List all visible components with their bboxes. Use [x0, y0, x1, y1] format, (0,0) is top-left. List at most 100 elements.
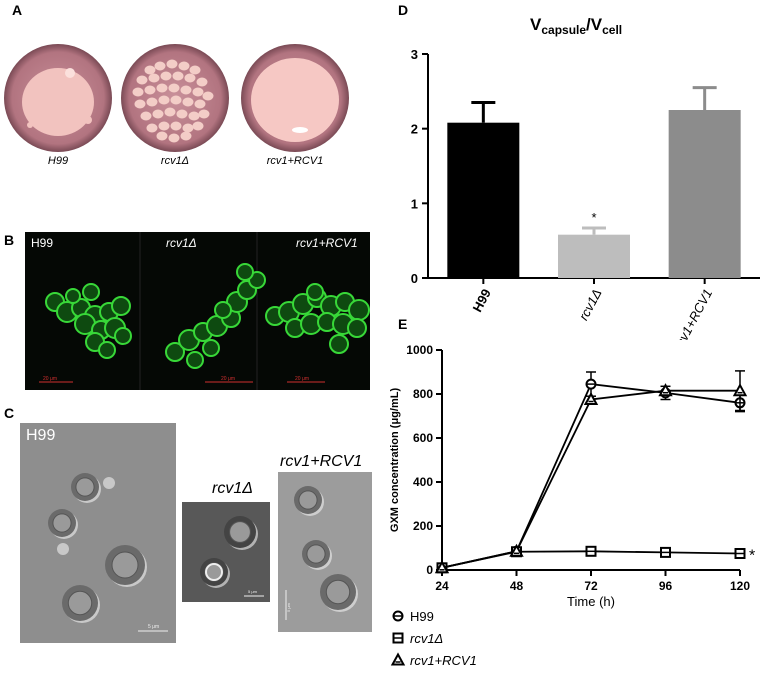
fluorescent-cell	[165, 342, 185, 362]
fluorescent-cell	[65, 288, 81, 304]
cell-body	[111, 551, 139, 579]
fluorescent-cell	[98, 341, 116, 359]
colony	[168, 83, 180, 93]
colony	[144, 65, 156, 75]
colony	[156, 83, 168, 93]
cell-body	[75, 477, 95, 497]
colony	[189, 65, 201, 75]
colony	[158, 121, 170, 131]
plate-rcv1-delta	[121, 44, 229, 152]
dic-cells-rcv1-complemented: 5 μm	[285, 486, 358, 620]
dic-cells-rcv1-delta: 5 μm	[200, 516, 264, 597]
colony	[156, 131, 168, 141]
chart-e-legend-label: rcv1+RCV1	[410, 653, 477, 668]
cell-body	[67, 590, 93, 616]
plate-caption-rcv1-delta: rcv1Δ	[160, 155, 190, 167]
colony	[168, 133, 180, 143]
chart-e-annotation: *	[749, 548, 755, 565]
dic-image-h99: 5 μm	[20, 423, 176, 643]
chart-d-annotation: *	[591, 210, 596, 225]
colony	[158, 95, 170, 105]
dic-image-rcv1-delta: 5 μm	[182, 502, 270, 602]
panel-e-letter: E	[398, 316, 408, 332]
fluorescent-cell	[347, 318, 367, 338]
colony	[176, 109, 188, 119]
chart-e-x-tick-label: 96	[659, 579, 673, 593]
chart-e-series-line	[441, 383, 741, 569]
chart-d-title-sub1: capsule	[541, 23, 586, 37]
chart-e-y-tick-label: 400	[413, 475, 433, 489]
cell-body	[306, 544, 326, 564]
dic-label-rcv1-complemented: rcv1+RCV1	[280, 453, 363, 470]
colony	[146, 123, 158, 133]
colony	[136, 75, 148, 85]
marker-triangle	[509, 543, 524, 557]
colony	[194, 99, 206, 109]
chart-d-x-tick-label: H99	[470, 286, 494, 314]
colony	[160, 71, 172, 81]
chart-d-y-tick-label: 2	[411, 122, 418, 137]
chart-d-y-tick-label: 3	[411, 47, 418, 62]
chart-d-y-tick-label: 0	[411, 271, 418, 286]
dic-label-h99: H99	[26, 427, 56, 444]
fluorescent-cell	[111, 296, 131, 316]
colony	[154, 61, 166, 71]
colony	[170, 95, 182, 105]
chart-e-legend-label: rcv1Δ	[410, 631, 443, 646]
chart-e-legend-label: H99	[410, 609, 434, 624]
marker-triangle	[390, 652, 406, 666]
colony	[132, 87, 144, 97]
cell-body	[325, 579, 351, 605]
marker-triangle	[658, 383, 673, 397]
dic-image-rcv1-complemented: 5 μm	[278, 472, 372, 632]
chart-d-title: Vcapsule/Vcell	[530, 15, 622, 37]
fluorescent-cell	[82, 283, 100, 301]
chart-e-y-tick-label: 600	[413, 431, 433, 445]
colony	[148, 73, 160, 83]
colony	[180, 85, 192, 95]
chart-d-title-sub2: cell	[602, 23, 622, 37]
colony	[180, 131, 192, 141]
panel-c-letter: C	[4, 405, 15, 421]
colony	[182, 123, 194, 133]
panel-b-letter: B	[4, 232, 15, 248]
fluorescent-cell	[202, 339, 220, 357]
marker-triangle	[732, 383, 748, 397]
fluo-label-rcv1-delta: rcv1Δ	[166, 236, 197, 250]
chart-e-y-tick-label: 0	[426, 563, 433, 577]
colony	[184, 73, 196, 83]
colony	[134, 99, 146, 109]
plate-rcv1-complemented	[241, 44, 349, 152]
fluo-scalebar-3: 20 μm	[295, 376, 309, 382]
chart-d-title-sep: /V	[586, 15, 603, 34]
dic-scalebar-2: 5 μm	[248, 589, 258, 594]
chart-e-series-line	[441, 389, 740, 569]
fluorescent-cell	[236, 263, 254, 281]
chart-d-bar	[558, 234, 630, 278]
fluo-label-h99: H99	[31, 236, 54, 250]
chart-e-x-label: Time (h)	[567, 594, 615, 609]
colony	[166, 59, 178, 69]
chart-d-title-v: V	[530, 15, 542, 34]
chart-e-y-tick-label: 200	[413, 519, 433, 533]
dic-cells-h99: 5 μm	[48, 473, 168, 632]
chart-e-x-tick-label: 24	[435, 579, 449, 593]
colony	[146, 97, 158, 107]
chart-e-x-tick-label: 72	[584, 579, 598, 593]
colony	[164, 107, 176, 117]
gxm-line-chart: 0 200 400 600 800 1000 24 48 72 96 120 Time (h) GXM …	[389, 343, 755, 668]
chart-e-x-tick-label: 48	[510, 579, 524, 593]
plate-h99	[4, 44, 112, 152]
chart-d-y-tick-label: 1	[411, 196, 418, 211]
plate-caption-rcv1-complemented: rcv1+RCV1	[266, 155, 324, 167]
colony	[152, 109, 164, 119]
colony	[170, 121, 182, 131]
chart-d-x-tick-label: rcv1Δ	[576, 286, 605, 322]
marker-triangle	[434, 560, 450, 574]
dic-scalebar-3: 5 μm	[286, 602, 291, 612]
colony	[182, 97, 194, 107]
plate-caption-h99: H99	[47, 155, 69, 167]
panel-d-letter: D	[398, 2, 409, 18]
colony	[198, 109, 210, 119]
